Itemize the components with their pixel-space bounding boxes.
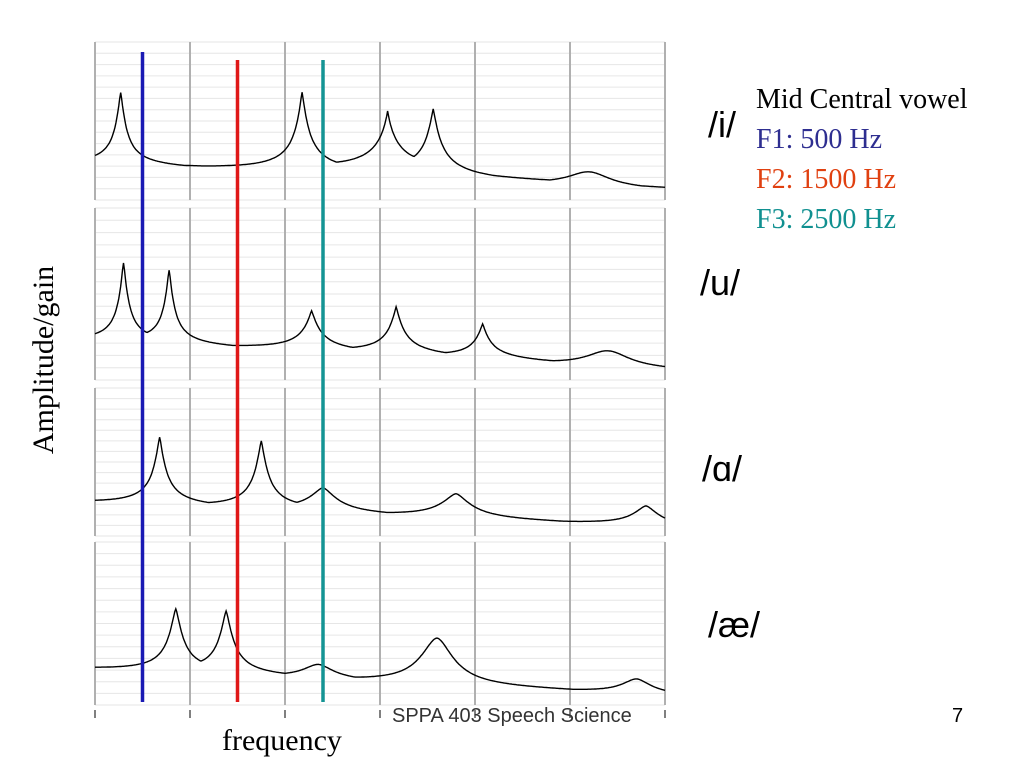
legend-title: Mid Central vowel [756, 84, 968, 115]
vowel-label-ae: /æ/ [708, 604, 761, 645]
spectrum-curve [95, 606, 666, 691]
vowel-label-a: /ɑ/ [702, 448, 743, 489]
spectrum-curve [94, 92, 666, 188]
legend-item-f3: F3: 2500 Hz [756, 204, 896, 235]
y-axis-label: Amplitude/gain [27, 265, 60, 455]
vowel-label-i: /i/ [708, 104, 737, 145]
formant-legend: Mid Central vowel F1: 500 Hz F2: 1500 Hz… [756, 80, 968, 240]
spectrum-curve [94, 262, 666, 368]
legend-item-f2: F2: 1500 Hz [756, 164, 896, 195]
slide-number: 7 [952, 705, 964, 727]
spectrum-curve [94, 437, 666, 523]
x-axis-label: frequency [222, 724, 342, 757]
vowel-label-u: /u/ [700, 262, 741, 303]
footer-text: SPPA 403 Speech Science [392, 705, 632, 727]
legend-item-f1: F1: 500 Hz [756, 124, 882, 155]
